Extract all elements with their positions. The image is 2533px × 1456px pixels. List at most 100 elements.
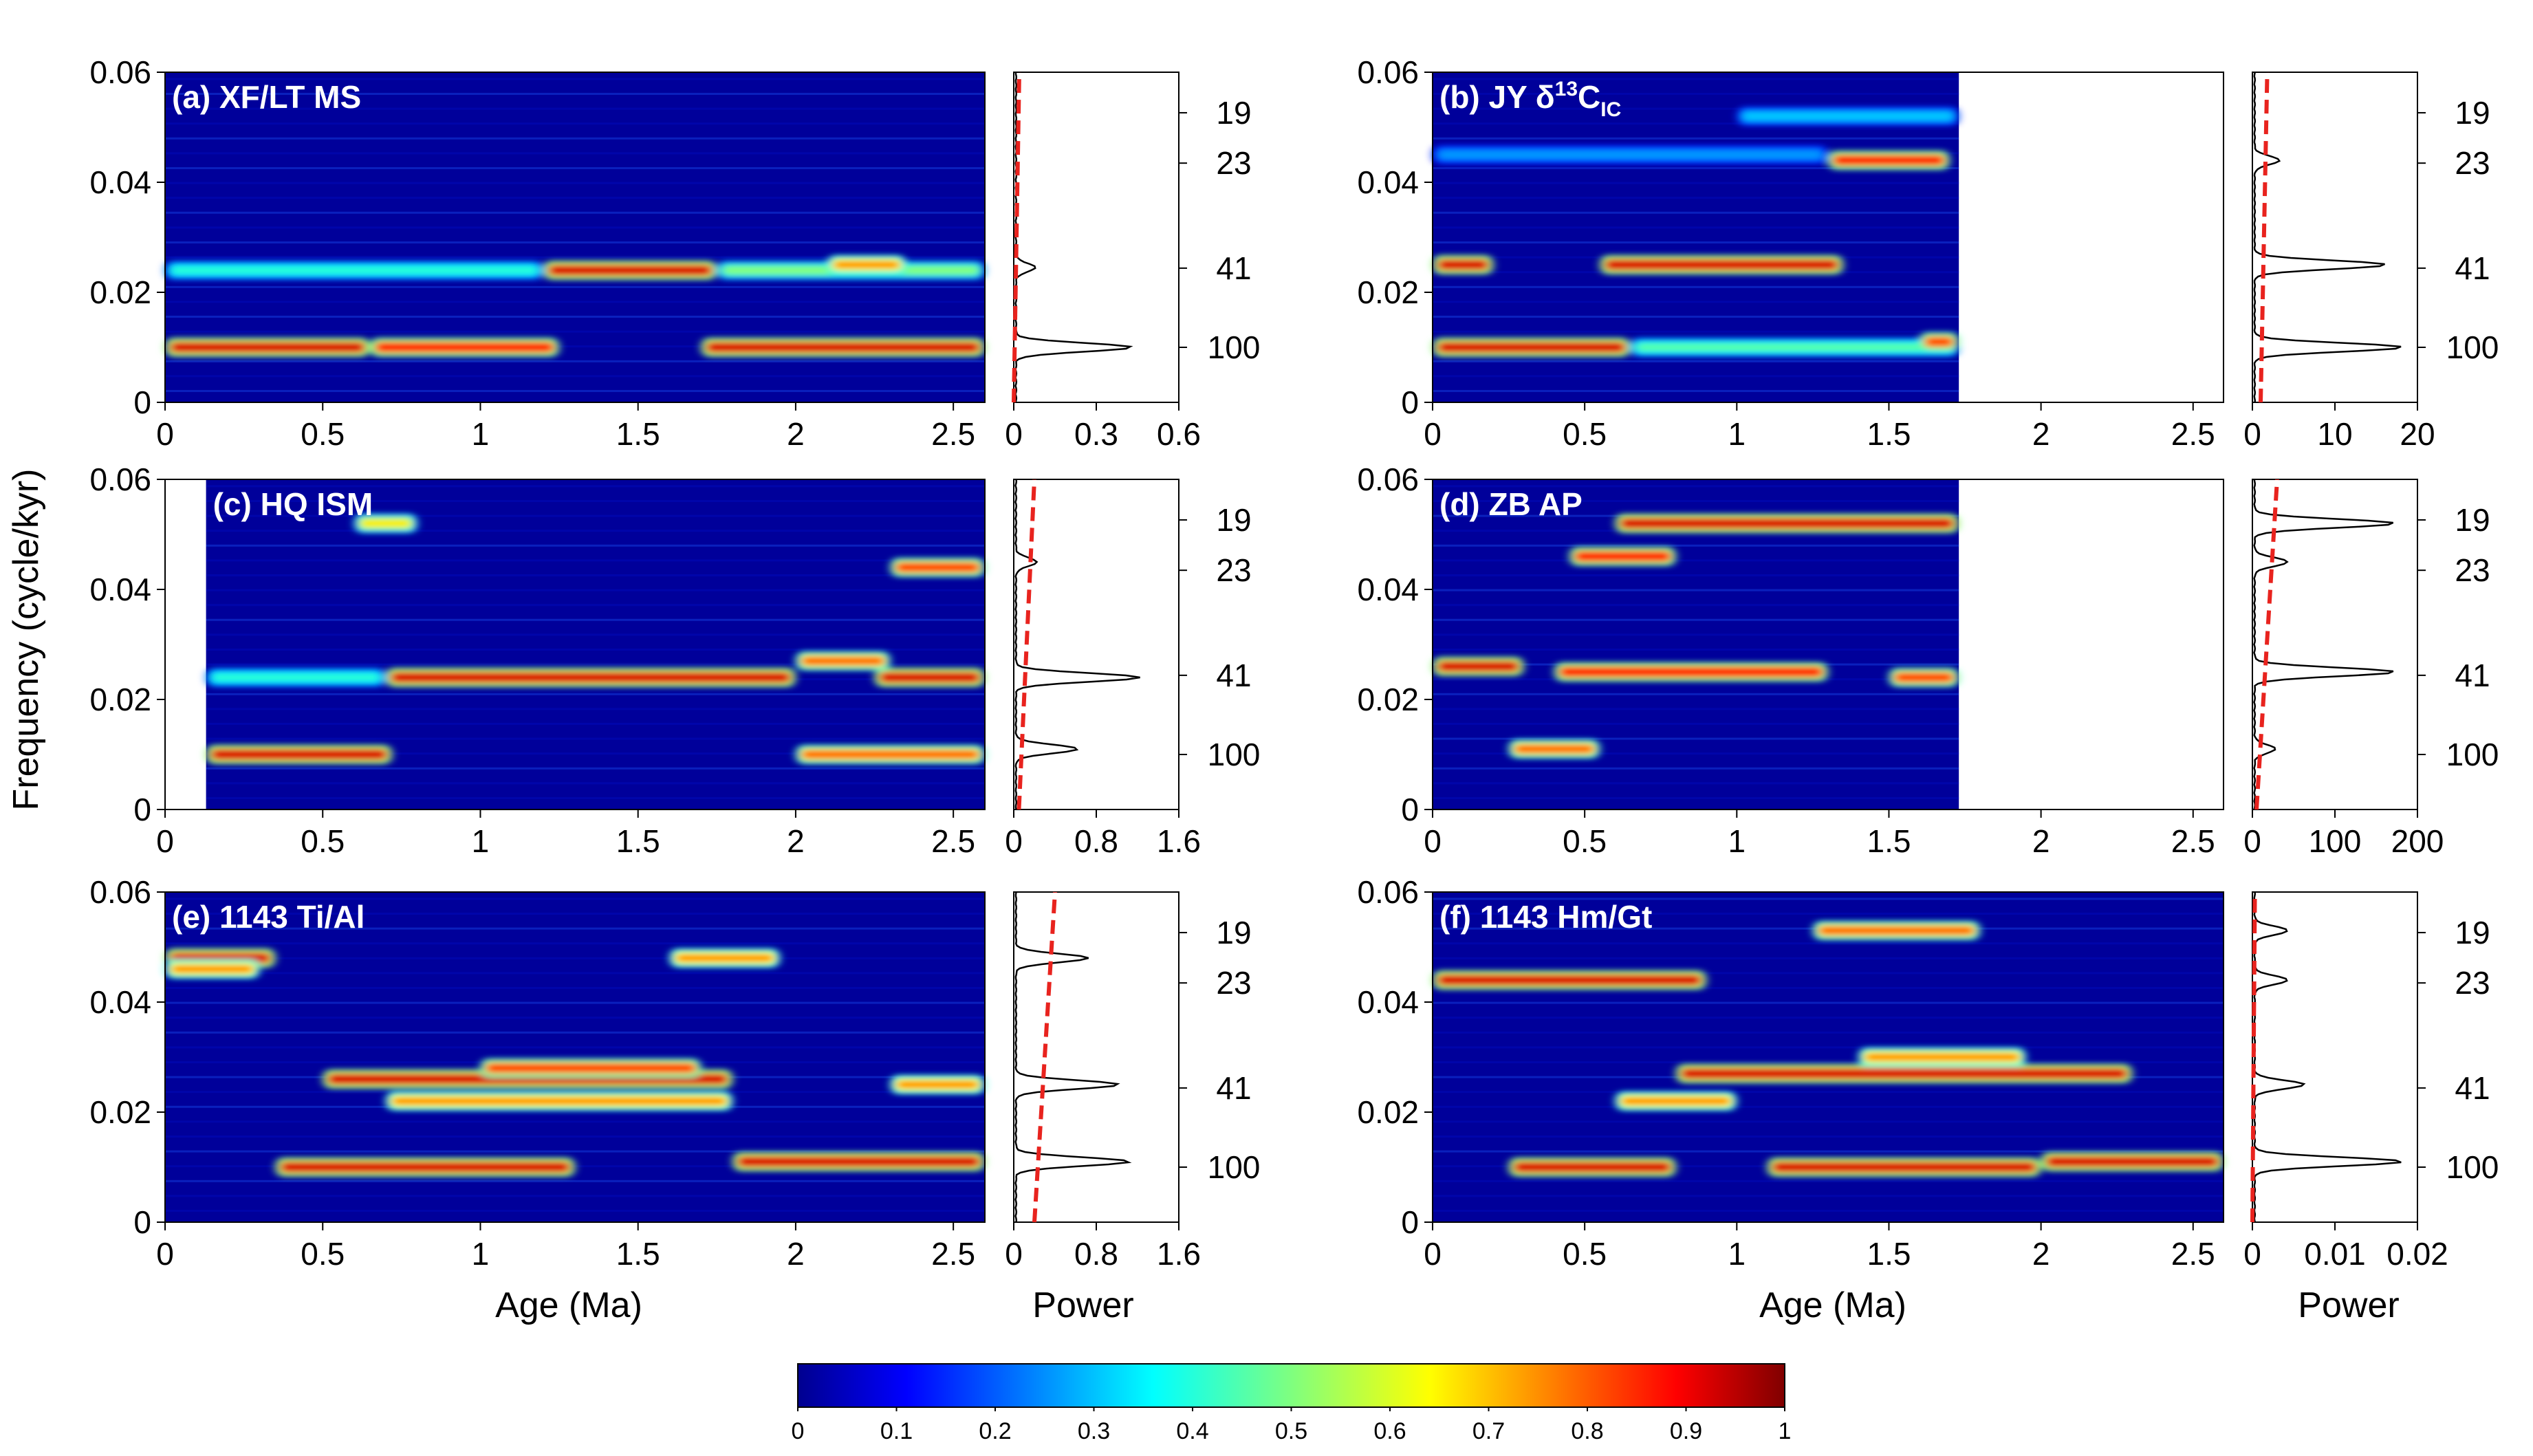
heatmap-texture-line bbox=[1433, 78, 1959, 80]
period-label: 41 bbox=[1216, 250, 1251, 286]
heatmap-texture-line bbox=[1433, 544, 1959, 547]
heatmap-texture-line bbox=[1433, 211, 1959, 214]
spectrum-frame bbox=[2252, 479, 2418, 810]
colorbar-tick-label: 1 bbox=[1779, 1418, 1792, 1444]
period-label: 100 bbox=[2446, 737, 2499, 772]
heatmap-texture-line bbox=[165, 972, 985, 975]
heatmap-bands bbox=[165, 255, 985, 357]
heatmap-texture-line bbox=[206, 633, 986, 636]
x-tick-label: 1.5 bbox=[616, 823, 660, 859]
heatmap-bands bbox=[1433, 921, 2224, 1177]
spectrum-f: 0 0.01 0.02 19 23 41 100 bbox=[2243, 891, 2499, 1272]
x-tick-label: 0 bbox=[156, 823, 174, 859]
panel-title: (e) 1143 Ti/Al bbox=[172, 899, 365, 935]
x-tick-label: 2.5 bbox=[931, 823, 975, 859]
x-tick-label: 1 bbox=[1728, 823, 1746, 859]
spectrum-d: 0 100 200 19 23 41 100 bbox=[2243, 479, 2499, 859]
y-tick-label: 0 bbox=[133, 1204, 151, 1240]
x-tick-label: 2 bbox=[787, 823, 805, 859]
power-tick-label: 0.6 bbox=[1157, 416, 1201, 452]
colorbar-tick-label: 0 bbox=[792, 1418, 805, 1444]
power-tick-label: 20 bbox=[2400, 416, 2435, 452]
spectrum-frame bbox=[1013, 72, 1179, 403]
band-core bbox=[1515, 1164, 1669, 1171]
power-tick-label: 100 bbox=[2309, 823, 2362, 859]
y-tick-label: 0.04 bbox=[89, 164, 151, 200]
x-tick-label: 1.5 bbox=[1867, 416, 1911, 452]
x-tick-label: 0.5 bbox=[1563, 416, 1607, 452]
x-tick-label: 2.5 bbox=[931, 416, 975, 452]
colorbar-tick-label: 0.5 bbox=[1275, 1418, 1307, 1444]
power-tick-label: 200 bbox=[2391, 823, 2444, 859]
y-tick-label: 0.06 bbox=[89, 874, 151, 910]
x-tick-label: 0.5 bbox=[1563, 823, 1607, 859]
heatmap-bands bbox=[1433, 514, 1959, 759]
heatmap-texture-line bbox=[1433, 301, 1959, 303]
period-label: 100 bbox=[1208, 1149, 1261, 1185]
band-core bbox=[1637, 344, 1953, 351]
power-tick-label: 0 bbox=[2243, 1236, 2261, 1272]
x-tick-label: 2.5 bbox=[2171, 823, 2215, 859]
band-core bbox=[739, 1158, 978, 1165]
heatmap-texture-line bbox=[165, 942, 985, 945]
heatmap-texture-line bbox=[206, 485, 986, 488]
heatmap-texture bbox=[165, 78, 985, 392]
period-label: 19 bbox=[1216, 502, 1251, 538]
heatmap-frame bbox=[1432, 72, 2224, 403]
heatmap-texture-line bbox=[1433, 1091, 2224, 1094]
heatmap-texture-line bbox=[1433, 782, 1959, 785]
heatmap-texture-line bbox=[1433, 752, 1959, 755]
spectrum-frame bbox=[2252, 891, 2418, 1223]
heatmap-texture-line bbox=[165, 316, 985, 318]
period-label: 19 bbox=[1216, 95, 1251, 131]
band-core bbox=[2047, 1158, 2217, 1165]
heatmap-texture-line bbox=[1433, 693, 1959, 695]
colorbar-tick-label: 0.9 bbox=[1670, 1418, 1702, 1444]
x-axis-label-right: Age (Ma) bbox=[1759, 1285, 1906, 1325]
band-core bbox=[392, 674, 789, 681]
heatmap-texture-line bbox=[165, 1120, 985, 1123]
power-label-right: Power bbox=[2298, 1285, 2399, 1325]
heatmap-texture-line bbox=[1433, 898, 2224, 900]
heatmap-texture-line bbox=[1433, 360, 1959, 362]
band-core bbox=[1774, 1164, 2034, 1171]
spectrum-a: 0 0.3 0.6 19 23 41 100 bbox=[1005, 72, 1260, 452]
colorbar-tick-label: 0.8 bbox=[1571, 1418, 1603, 1444]
x-tick-label: 1 bbox=[1728, 1236, 1746, 1272]
heatmap-texture-line bbox=[1433, 767, 1959, 770]
power-label-left: Power bbox=[1032, 1285, 1133, 1325]
band-core bbox=[708, 344, 978, 351]
heatmap-texture-line bbox=[1433, 633, 1959, 636]
heatmap-texture-line bbox=[1433, 93, 1959, 95]
band-core bbox=[213, 751, 386, 758]
heatmap-texture-line bbox=[1433, 987, 2224, 989]
heatmap-texture-line bbox=[1433, 316, 1959, 318]
period-label: 100 bbox=[1208, 329, 1261, 365]
heatmap-texture-line bbox=[206, 574, 986, 576]
heatmap-texture-line bbox=[206, 708, 986, 710]
band-core bbox=[550, 267, 710, 274]
x-tick-label: 2 bbox=[2032, 823, 2050, 859]
y-tick-label: 0.04 bbox=[89, 572, 151, 607]
y-tick-label: 0 bbox=[133, 384, 151, 420]
band-core bbox=[1439, 663, 1517, 670]
heatmap-texture-line bbox=[1433, 942, 2224, 945]
heatmap-texture-line bbox=[1433, 330, 1959, 333]
heatmap-texture-line bbox=[165, 167, 985, 169]
colorbar: 0 0.1 0.2 0.3 0.4 0.5 0.6 0.7 0.8 0.9 1 bbox=[792, 1363, 1792, 1444]
heatmap-texture-line bbox=[1433, 1031, 2224, 1034]
panel-c: 0 0.5 1 1.5 2 2.5 0 0.02 0.04 0.06 (c) HQ ISM 0 0.8 1… bbox=[89, 461, 1260, 859]
heatmap-texture-line bbox=[1433, 285, 1959, 288]
heatmap-texture-line bbox=[1433, 1046, 2224, 1049]
band-core bbox=[1576, 553, 1669, 560]
confidence-line bbox=[2259, 72, 2270, 403]
heatmap-texture-line bbox=[1433, 737, 1959, 740]
panel-title: (b) JY δ13CIC bbox=[1439, 78, 1621, 121]
colorbar-gradient bbox=[797, 1363, 1785, 1408]
y-tick-label: 0.02 bbox=[1357, 682, 1419, 717]
heatmap-texture-line bbox=[165, 390, 985, 392]
heatmap-texture-line bbox=[206, 767, 986, 770]
heatmap-texture-line bbox=[206, 649, 986, 651]
heatmap-texture-line bbox=[165, 241, 985, 243]
heatmap-texture-line bbox=[1433, 708, 1959, 710]
